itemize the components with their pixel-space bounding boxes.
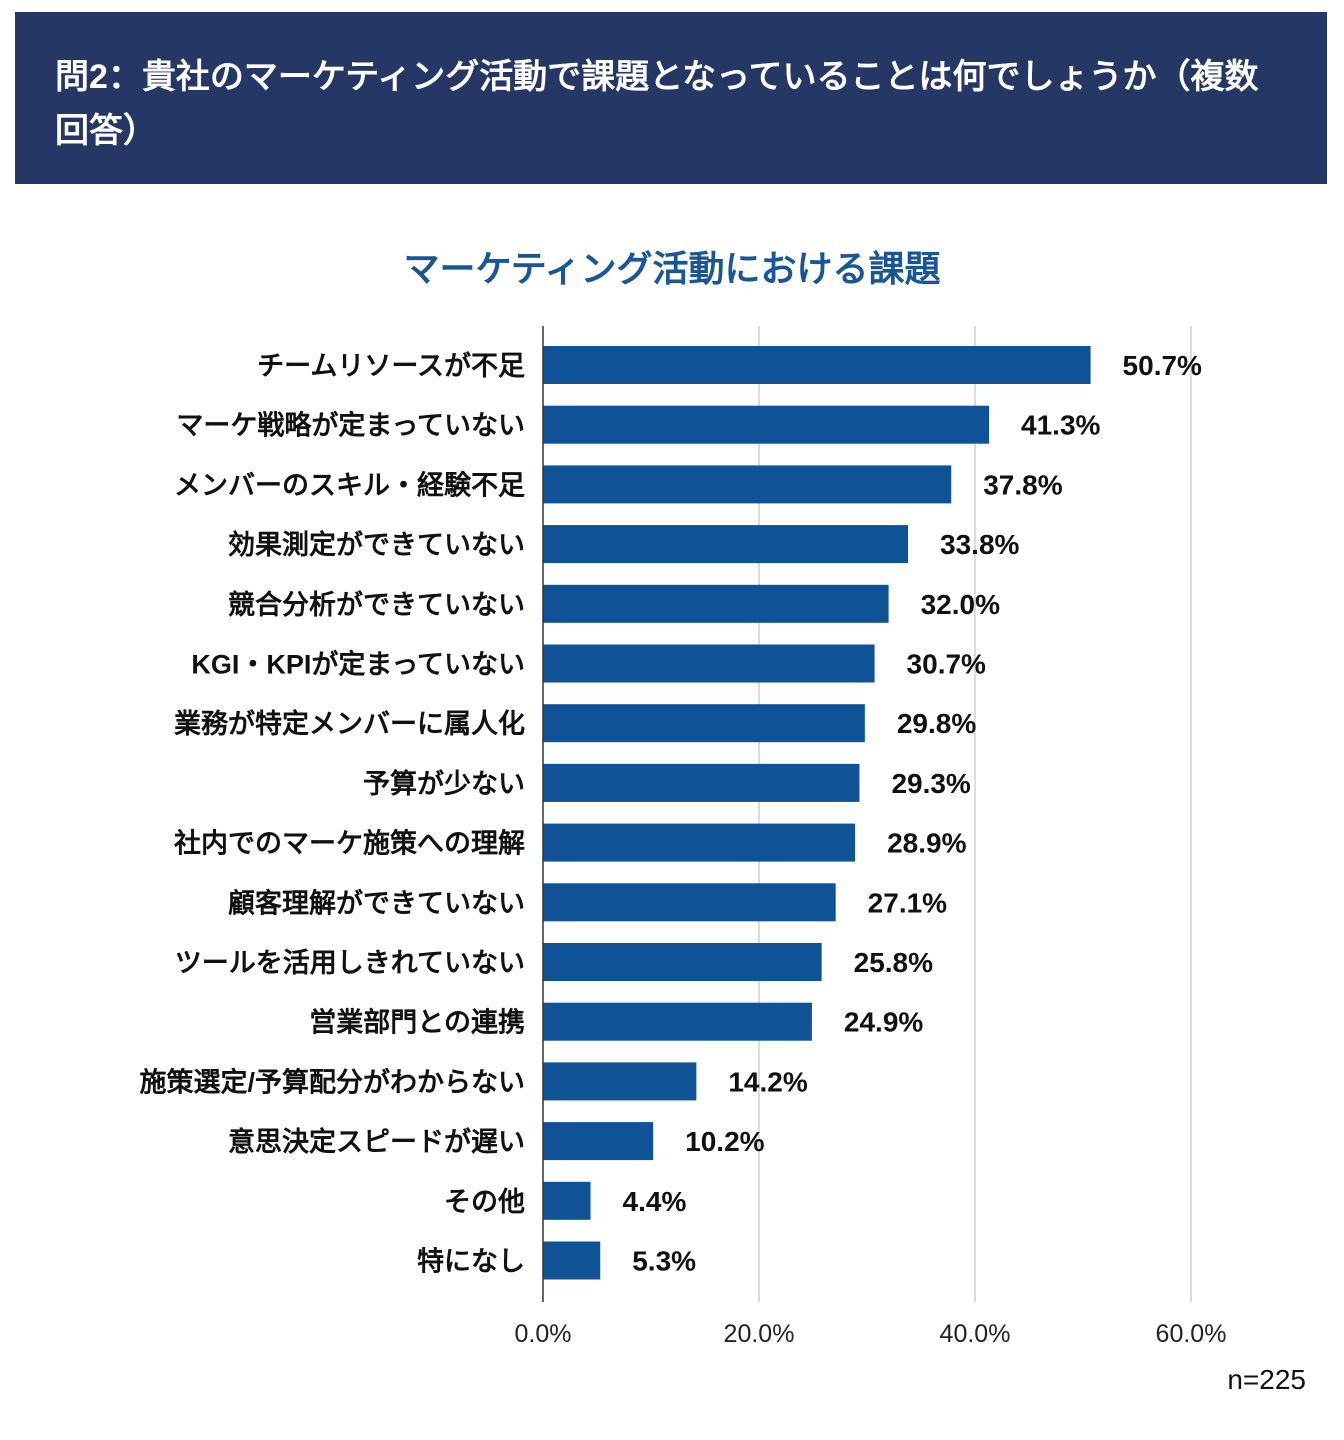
data-label: 37.8% <box>983 469 1062 500</box>
bar <box>543 883 836 922</box>
bar <box>543 1122 654 1161</box>
data-label: 24.9% <box>844 1007 923 1038</box>
data-label: 32.0% <box>921 589 1000 620</box>
x-tick-label: 20.0% <box>724 1320 795 1348</box>
category-label: 競合分析ができていない <box>228 589 525 620</box>
bar <box>543 584 889 623</box>
bar <box>543 1241 601 1280</box>
category-label: ツールを活用しきれていない <box>175 948 525 978</box>
sample-size-note: n=225 <box>1227 1364 1306 1395</box>
data-label: 10.2% <box>685 1126 764 1157</box>
bar <box>543 1002 812 1041</box>
bar <box>543 943 822 981</box>
data-label: 25.8% <box>854 947 933 978</box>
category-label: チームリソースが不足 <box>257 350 525 381</box>
category-label: 営業部門との連携 <box>309 1007 525 1038</box>
category-label: 意思決定スピードが遅い <box>228 1126 525 1157</box>
category-label: KGI・KPIが定まっていない <box>191 649 525 680</box>
chart-title: マーケティング活動における課題 <box>403 248 941 289</box>
bar <box>543 704 865 743</box>
category-label: 施策選定/予算配分がわからない <box>139 1066 525 1097</box>
bar <box>543 1181 591 1220</box>
bar <box>543 405 990 444</box>
data-label: 14.2% <box>728 1066 807 1097</box>
data-label: 29.8% <box>897 708 976 739</box>
category-label: 顧客理解ができていない <box>228 887 525 918</box>
category-label: その他 <box>444 1187 525 1217</box>
category-label: 予算が少ない <box>363 768 525 799</box>
data-label: 41.3% <box>1021 410 1100 441</box>
data-label: 28.9% <box>887 828 966 859</box>
data-label: 5.3% <box>632 1246 696 1277</box>
bar <box>543 644 875 683</box>
data-label: 30.7% <box>907 649 986 680</box>
data-label: 33.8% <box>940 529 1019 560</box>
category-label: メンバーのスキル・経験不足 <box>174 469 525 500</box>
bar <box>543 525 909 564</box>
bar <box>543 346 1091 384</box>
category-label: 社内でのマーケ施策への理解 <box>174 828 525 859</box>
category-label: 業務が特定メンバーに属人化 <box>174 708 525 739</box>
bar <box>543 1062 697 1101</box>
category-label: 効果測定ができていない <box>228 529 525 560</box>
x-tick-label: 0.0% <box>515 1320 572 1348</box>
category-label: 特になし <box>417 1247 525 1277</box>
question-header: 問2：貴社のマーケティング活動で課題となっていることは何でしょうか（複数回答） <box>15 12 1327 184</box>
bar <box>543 823 856 862</box>
bar <box>543 763 860 802</box>
data-label: 29.3% <box>891 768 970 799</box>
category-label: マーケ戦略が定まっていない <box>176 410 525 441</box>
data-label: 27.1% <box>868 887 947 918</box>
bar <box>543 465 952 504</box>
question-title: 問2：貴社のマーケティング活動で課題となっていることは何でしょうか（複数回答） <box>55 58 1259 150</box>
data-label: 4.4% <box>623 1186 687 1217</box>
x-tick-label: 40.0% <box>940 1320 1011 1348</box>
data-label: 50.7% <box>1123 350 1202 381</box>
x-tick-label: 60.0% <box>1156 1320 1227 1348</box>
